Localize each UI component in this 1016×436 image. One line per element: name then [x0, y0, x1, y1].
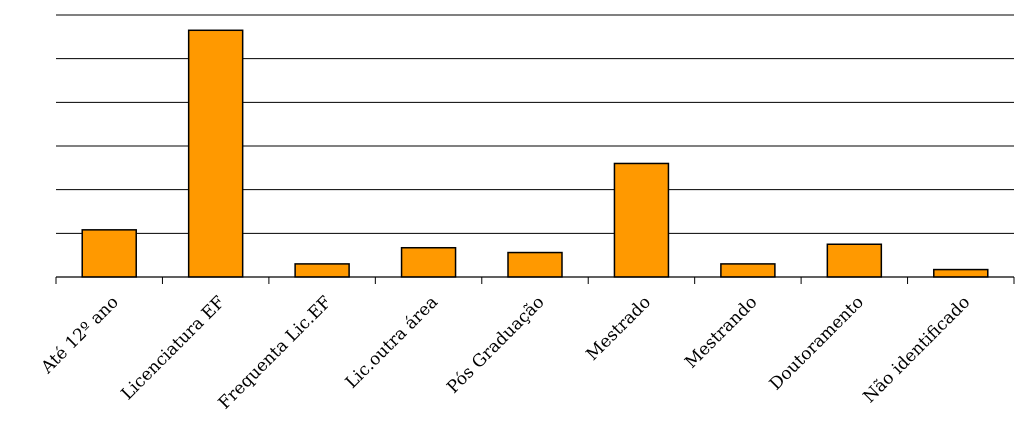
x-tick-label: Pós Graduação [443, 292, 548, 397]
x-tick-label: Licenciatura EF [117, 292, 229, 404]
x-tick-label: Frequenta Lic.EF [215, 292, 336, 413]
bar-6 [613, 162, 670, 278]
bar-8 [826, 243, 883, 278]
bars [81, 29, 989, 278]
bar-2 [187, 29, 244, 278]
x-tick-label: Não identificado [860, 292, 975, 407]
x-tick-label: Até 12º ano [37, 292, 123, 378]
x-tick-label: Doutoramento [766, 292, 868, 394]
bar-7 [720, 263, 776, 278]
bar-3 [294, 263, 350, 278]
x-axis [55, 276, 1015, 284]
bar-9 [933, 268, 989, 278]
x-tick-label: Mestrando [681, 292, 761, 372]
bar-4 [400, 246, 457, 278]
bar-5 [507, 251, 563, 278]
x-tick-label: Lic.outra área [342, 292, 442, 392]
bar-1 [81, 229, 137, 278]
x-tick-label: Mestrado [583, 292, 655, 364]
